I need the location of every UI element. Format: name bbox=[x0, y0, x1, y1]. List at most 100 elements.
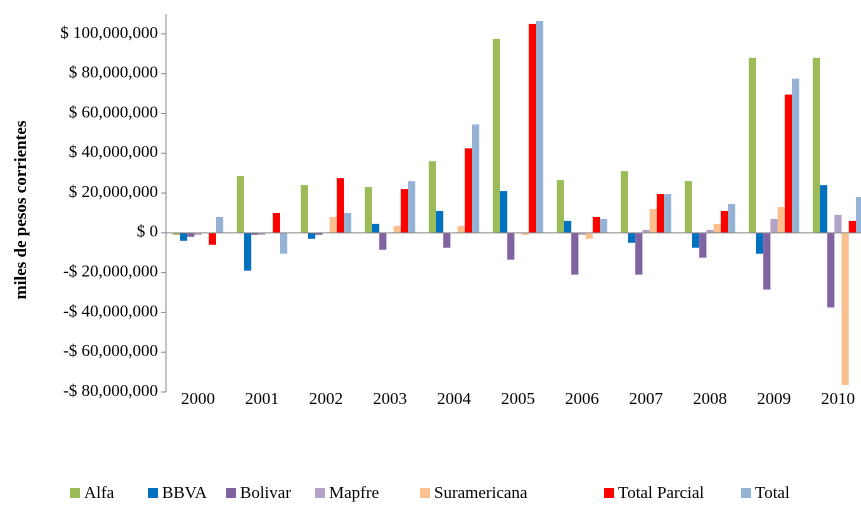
bar bbox=[236, 176, 244, 233]
bar bbox=[500, 191, 508, 233]
bar bbox=[728, 203, 736, 233]
bar bbox=[770, 218, 778, 233]
x-tick-label: 2010 bbox=[821, 389, 855, 408]
bar bbox=[820, 185, 828, 233]
x-tick-label: 2001 bbox=[245, 389, 279, 408]
legend-label: BBVA bbox=[162, 483, 208, 502]
x-tick-label: 2003 bbox=[373, 389, 407, 408]
y-tick-label: -$ 60,000,000 bbox=[63, 341, 158, 360]
legend-swatch bbox=[226, 488, 236, 498]
x-tick-label: 2009 bbox=[757, 389, 791, 408]
bar bbox=[684, 181, 692, 233]
bar bbox=[706, 229, 714, 233]
bar bbox=[372, 223, 380, 233]
bar bbox=[713, 223, 721, 233]
bar bbox=[784, 94, 792, 233]
bar bbox=[649, 208, 657, 233]
legend-swatch bbox=[148, 488, 158, 498]
x-tick-label: 2005 bbox=[501, 389, 535, 408]
y-tick-label: $ 60,000,000 bbox=[69, 102, 158, 121]
bar bbox=[692, 232, 700, 248]
legend-swatch bbox=[741, 488, 751, 498]
bar bbox=[635, 232, 643, 275]
bar bbox=[578, 232, 586, 235]
bar bbox=[443, 232, 451, 248]
bar bbox=[492, 38, 500, 233]
bar bbox=[436, 210, 444, 233]
bar bbox=[187, 232, 195, 237]
legend-label: Total Parcial bbox=[618, 483, 704, 502]
bar bbox=[507, 232, 515, 260]
bar bbox=[521, 232, 529, 235]
bar bbox=[457, 225, 465, 233]
bar bbox=[564, 220, 572, 233]
bar bbox=[827, 232, 835, 308]
bar bbox=[699, 232, 707, 258]
bar bbox=[180, 232, 188, 241]
y-tick-label: $ 80,000,000 bbox=[69, 63, 158, 82]
bar bbox=[792, 78, 800, 233]
bar bbox=[856, 197, 861, 233]
bar bbox=[329, 216, 337, 233]
x-tick-label: 2004 bbox=[437, 389, 472, 408]
x-tick-label: 2008 bbox=[693, 389, 727, 408]
bar bbox=[464, 148, 472, 233]
legend-swatch bbox=[70, 488, 80, 498]
y-tick-label: -$ 40,000,000 bbox=[63, 301, 158, 320]
bar bbox=[244, 232, 252, 271]
y-tick-label: $ 40,000,000 bbox=[69, 142, 158, 161]
bar bbox=[620, 171, 628, 233]
x-tick-label: 2006 bbox=[565, 389, 599, 408]
bar bbox=[280, 232, 288, 254]
bar bbox=[664, 194, 672, 233]
x-tick-label: 2000 bbox=[181, 389, 215, 408]
bar bbox=[379, 232, 387, 250]
bar bbox=[344, 212, 352, 233]
bar bbox=[528, 23, 536, 233]
bar bbox=[194, 232, 202, 235]
bar bbox=[756, 232, 764, 254]
bar bbox=[841, 232, 849, 386]
bar bbox=[393, 225, 401, 233]
bar bbox=[812, 57, 820, 233]
bar bbox=[364, 187, 372, 233]
legend-label: Total bbox=[755, 483, 790, 502]
y-tick-label: $ 0 bbox=[137, 222, 158, 241]
legend-label: Suramericana bbox=[434, 483, 528, 502]
bar bbox=[642, 229, 650, 233]
bar bbox=[848, 220, 856, 233]
legend-swatch bbox=[315, 488, 325, 498]
y-tick-label: $ 100,000,000 bbox=[60, 23, 158, 42]
bar bbox=[315, 232, 323, 235]
bar bbox=[592, 216, 600, 233]
bar bbox=[656, 194, 664, 233]
bar bbox=[428, 161, 436, 233]
bar bbox=[258, 232, 266, 235]
bar bbox=[600, 218, 608, 233]
bar bbox=[300, 185, 308, 233]
y-tick-label: -$ 80,000,000 bbox=[63, 381, 158, 400]
bar bbox=[216, 216, 224, 233]
bar bbox=[308, 232, 316, 239]
bar bbox=[748, 57, 756, 233]
bar bbox=[536, 20, 544, 233]
bar bbox=[720, 210, 728, 233]
bar bbox=[408, 181, 416, 233]
legend-label: Bolivar bbox=[240, 483, 291, 502]
y-tick-label: -$ 20,000,000 bbox=[63, 262, 158, 281]
bar bbox=[472, 124, 480, 233]
bar bbox=[763, 232, 771, 290]
bar bbox=[777, 206, 785, 233]
legend-label: Alfa bbox=[84, 483, 115, 502]
y-tick-label: $ 20,000,000 bbox=[69, 182, 158, 201]
bar bbox=[585, 232, 593, 239]
x-tick-label: 2007 bbox=[629, 389, 664, 408]
bar bbox=[272, 212, 280, 233]
bar bbox=[336, 178, 344, 233]
bar bbox=[834, 214, 842, 233]
bar bbox=[400, 189, 408, 233]
y-axis-label: miles de pesos corrientes bbox=[11, 120, 30, 299]
legend-swatch bbox=[604, 488, 614, 498]
